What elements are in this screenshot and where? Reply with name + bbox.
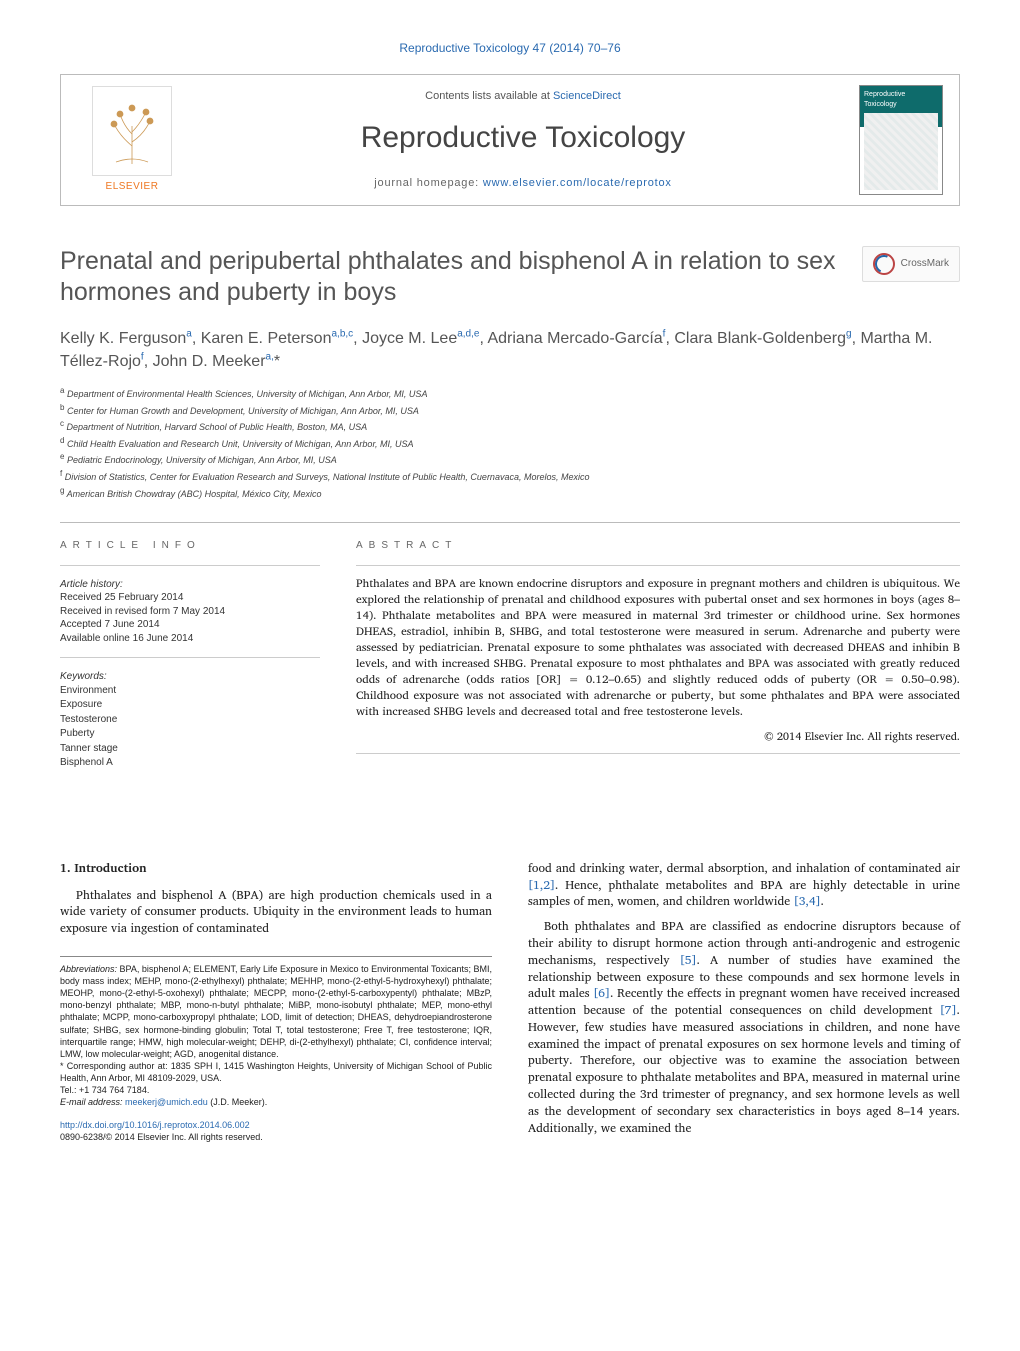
keyword-list: EnvironmentExposureTestosteronePubertyTa… [60, 684, 320, 771]
history-line: Available online 16 June 2014 [60, 632, 320, 646]
journal-name: Reproductive Toxicology [197, 118, 849, 159]
affiliation-line: b Center for Human Growth and Developmen… [60, 402, 960, 418]
affiliation-list: a Department of Environmental Health Sci… [60, 385, 960, 500]
abstract-heading: ABSTRACT [356, 539, 960, 553]
journal-citation-top: Reproductive Toxicology 47 (2014) 70–76 [60, 40, 960, 56]
keyword: Puberty [60, 727, 320, 742]
cover-mini-title: Reproductive Toxicology [860, 86, 942, 113]
history-line: Received 25 February 2014 [60, 591, 320, 605]
history-line: Received in revised form 7 May 2014 [60, 605, 320, 619]
journal-homepage-line: journal homepage: www.elsevier.com/locat… [197, 176, 849, 191]
crossmark-badge[interactable]: CrossMark [862, 246, 960, 282]
section-1-title: 1. Introduction [60, 861, 492, 878]
keyword: Environment [60, 684, 320, 699]
article-info-heading: ARTICLE INFO [60, 539, 320, 553]
affiliation-line: e Pediatric Endocrinology, University of… [60, 451, 960, 467]
masthead-center: Contents lists available at ScienceDirec… [187, 89, 859, 191]
intro-para-1-left: Phthalates and bisphenol A (BPA) are hig… [60, 888, 492, 938]
intro-para-1-right: food and drinking water, dermal absorpti… [528, 861, 960, 911]
crossmark-label: CrossMark [901, 257, 949, 271]
publisher-mark: ELSEVIER [77, 86, 187, 194]
intro-para-2-right: Both phthalates and BPA are classified a… [528, 919, 960, 1137]
affiliation-line: g American British Chowdray (ABC) Hospit… [60, 485, 960, 501]
email-person: (J.D. Meeker). [208, 1097, 268, 1107]
issn-copyright-line: 0890-6238/© 2014 Elsevier Inc. All right… [60, 1132, 263, 1142]
email-label: E-mail address: [60, 1097, 123, 1107]
history-lines: Received 25 February 2014Received in rev… [60, 591, 320, 645]
corresponding-author-footnote: * Corresponding author at: 1835 SPH I, 1… [60, 1060, 492, 1084]
abbrev-label: Abbreviations: [60, 964, 117, 974]
corresponding-text: Corresponding author at: 1835 SPH I, 141… [60, 1061, 492, 1083]
article-info-column: ARTICLE INFO Article history: Received 2… [60, 539, 320, 771]
history-label: Article history: [60, 578, 320, 592]
doi-block: http://dx.doi.org/10.1016/j.reprotox.201… [60, 1119, 492, 1144]
footnotes-block: Abbreviations: BPA, bisphenol A; ELEMENT… [60, 956, 492, 1109]
p2d: . However, few studies have measured ass… [528, 1001, 960, 1138]
crossmark-icon [873, 253, 895, 275]
keyword: Exposure [60, 698, 320, 713]
contents-available-line: Contents lists available at ScienceDirec… [197, 89, 849, 104]
cover-mini-image [864, 113, 938, 190]
journal-cover-thumb: Reproductive Toxicology [859, 85, 943, 195]
keyword: Testosterone [60, 713, 320, 728]
contents-prefix: Contents lists available at [425, 90, 553, 102]
ref-3-4[interactable]: [3,4] [794, 892, 821, 911]
abbreviations-footnote: Abbreviations: BPA, bisphenol A; ELEMENT… [60, 963, 492, 1060]
p1c: . [821, 892, 824, 911]
corresponding-email-link[interactable]: meekerj@umich.edu [125, 1097, 208, 1107]
doi-link[interactable]: http://dx.doi.org/10.1016/j.reprotox.201… [60, 1120, 250, 1130]
body-column-left: 1. Introduction Phthalates and bisphenol… [60, 861, 492, 1146]
affiliation-line: a Department of Environmental Health Sci… [60, 385, 960, 401]
homepage-prefix: journal homepage: [374, 177, 483, 189]
keyword: Tanner stage [60, 742, 320, 757]
abstract-copyright: © 2014 Elsevier Inc. All rights reserved… [356, 729, 960, 744]
abstract-body: Phthalates and BPA are known endocrine d… [356, 576, 960, 721]
keyword: Bisphenol A [60, 756, 320, 771]
affiliation-line: d Child Health Evaluation and Research U… [60, 435, 960, 451]
article-title: Prenatal and peripubertal phthalates and… [60, 246, 846, 309]
sciencedirect-link[interactable]: ScienceDirect [553, 90, 621, 102]
journal-masthead: ELSEVIER Contents lists available at Sci… [60, 74, 960, 206]
corresponding-email-line: E-mail address: meekerj@umich.edu (J.D. … [60, 1096, 492, 1108]
journal-homepage-url[interactable]: www.elsevier.com/locate/reprotox [483, 177, 672, 189]
keywords-label: Keywords: [60, 670, 320, 684]
affiliation-line: f Division of Statistics, Center for Eva… [60, 468, 960, 484]
abstract-column: ABSTRACT Phthalates and BPA are known en… [356, 539, 960, 771]
affiliation-line: c Department of Nutrition, Harvard Schoo… [60, 418, 960, 434]
abbrev-text: BPA, bisphenol A; ELEMENT, Early Life Ex… [60, 964, 492, 1059]
body-column-right: food and drinking water, dermal absorpti… [528, 861, 960, 1146]
p1b: . Hence, phthalate metabolites and BPA a… [528, 876, 960, 912]
elsevier-label: ELSEVIER [106, 180, 159, 194]
corresponding-tel: Tel.: +1 734 764 7184. [60, 1084, 492, 1096]
body-two-column: 1. Introduction Phthalates and bisphenol… [60, 861, 960, 1146]
history-line: Accepted 7 June 2014 [60, 618, 320, 632]
author-list: Kelly K. Fergusona, Karen E. Petersona,b… [60, 327, 960, 373]
elsevier-tree-icon [92, 86, 172, 176]
